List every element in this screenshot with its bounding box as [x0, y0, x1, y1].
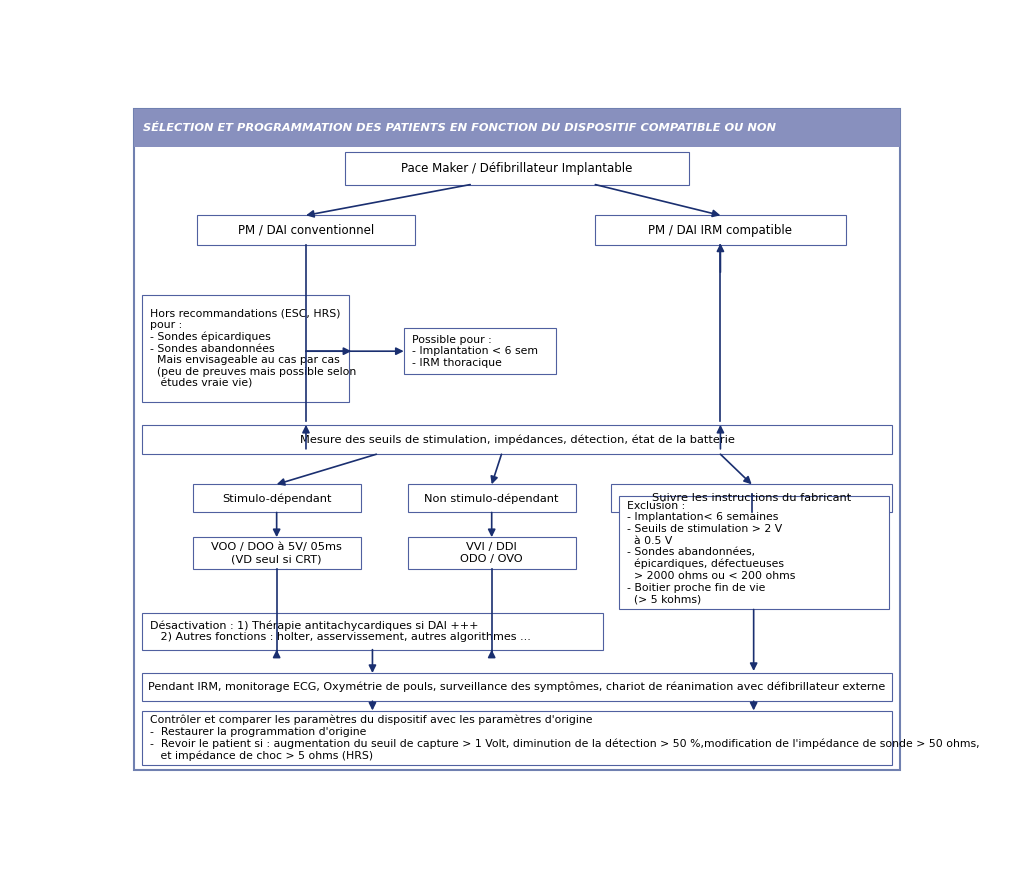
FancyBboxPatch shape [345, 152, 689, 184]
FancyBboxPatch shape [193, 537, 361, 569]
Text: Désactivation : 1) Thérapie antitachycardiques si DAI +++
   2) Autres fonctions: Désactivation : 1) Thérapie antitachycar… [149, 620, 531, 642]
FancyBboxPatch shape [408, 484, 576, 513]
Text: Mesure des seuils de stimulation, impédances, détection, état de la batterie: Mesure des seuils de stimulation, impéda… [300, 434, 735, 445]
FancyBboxPatch shape [134, 109, 900, 770]
FancyBboxPatch shape [610, 484, 892, 513]
FancyBboxPatch shape [193, 484, 361, 513]
Text: VOO / DOO à 5V/ 05ms
(VD seul si CRT): VOO / DOO à 5V/ 05ms (VD seul si CRT) [211, 542, 342, 564]
FancyBboxPatch shape [141, 425, 892, 454]
Text: SÉLECTION ET PROGRAMMATION DES PATIENTS EN FONCTION DU DISPOSITIF COMPATIBLE OU : SÉLECTION ET PROGRAMMATION DES PATIENTS … [143, 123, 776, 133]
Text: Non stimulo-dépendant: Non stimulo-dépendant [425, 493, 559, 504]
FancyBboxPatch shape [619, 495, 889, 609]
Text: Pendant IRM, monitorage ECG, Oxymétrie de pouls, surveillance des symptômes, cha: Pendant IRM, monitorage ECG, Oxymétrie d… [148, 682, 886, 693]
FancyBboxPatch shape [595, 216, 846, 245]
FancyBboxPatch shape [141, 711, 892, 766]
FancyBboxPatch shape [141, 673, 892, 701]
Text: Suivre les instructions du fabricant: Suivre les instructions du fabricant [652, 494, 852, 503]
Text: Pace Maker / Défibrillateur Implantable: Pace Maker / Défibrillateur Implantable [402, 162, 633, 175]
Text: Possible pour :
- Implantation < 6 sem
- IRM thoracique: Possible pour : - Implantation < 6 sem -… [412, 335, 538, 368]
Text: Hors recommandations (ESC, HRS)
pour :
- Sondes épicardiques
- Sondes abandonnée: Hors recommandations (ESC, HRS) pour : -… [149, 308, 356, 388]
Text: PM / DAI conventionnel: PM / DAI conventionnel [238, 223, 374, 236]
FancyBboxPatch shape [141, 613, 603, 650]
FancyBboxPatch shape [408, 537, 576, 569]
FancyBboxPatch shape [404, 328, 556, 374]
Text: Contrôler et comparer les paramètres du dispositif avec les paramètres d'origine: Contrôler et comparer les paramètres du … [149, 714, 979, 761]
FancyBboxPatch shape [141, 295, 349, 402]
Text: VVI / DDI
ODO / OVO: VVI / DDI ODO / OVO [460, 542, 523, 564]
Text: Stimulo-dépendant: Stimulo-dépendant [222, 493, 331, 504]
FancyBboxPatch shape [134, 109, 900, 147]
Text: Exclusion :
- Implantation< 6 semaines
- Seuils de stimulation > 2 V
  à 0.5 V
-: Exclusion : - Implantation< 6 semaines -… [627, 501, 795, 604]
FancyBboxPatch shape [197, 216, 416, 245]
Text: PM / DAI IRM compatible: PM / DAI IRM compatible [649, 223, 792, 236]
